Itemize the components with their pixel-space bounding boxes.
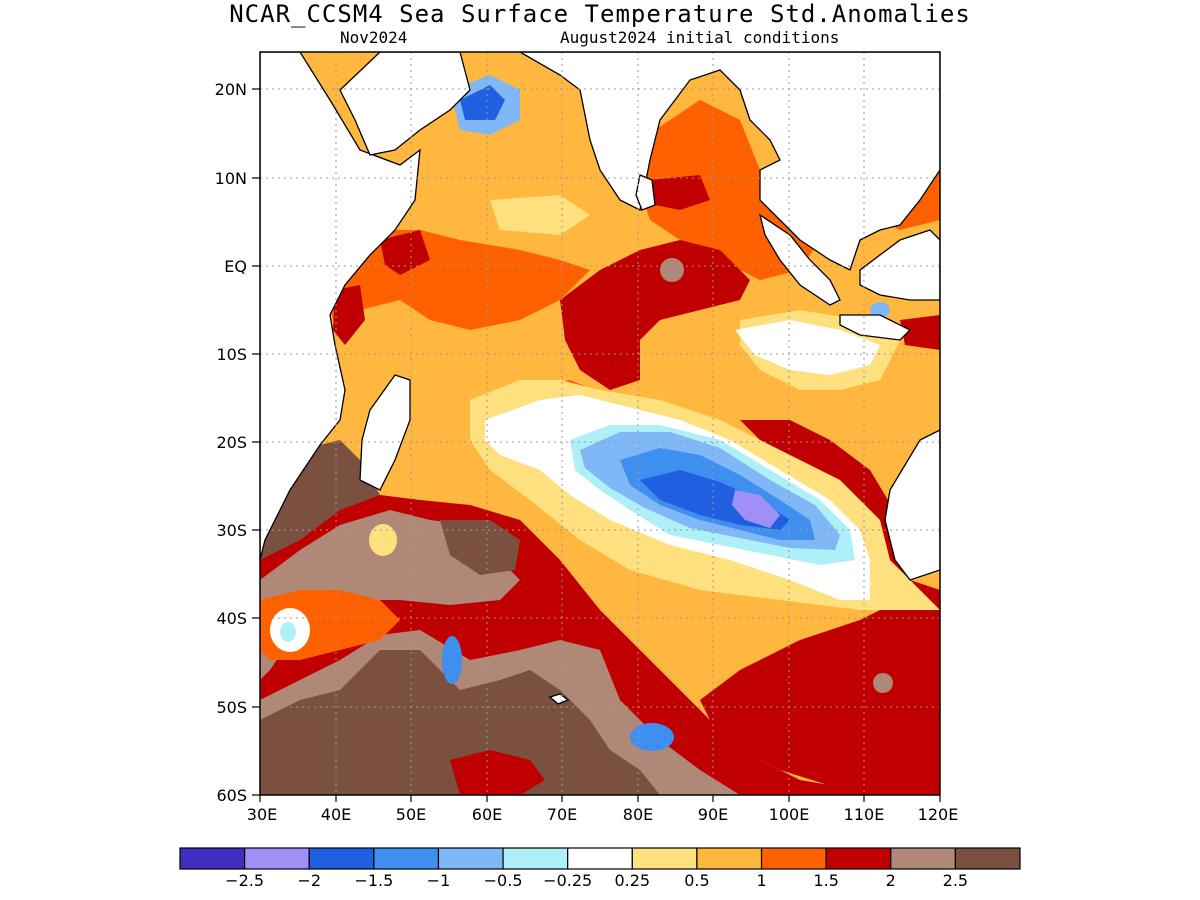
colorbar-swatch: [825, 847, 892, 870]
lon-label: 80E: [623, 805, 653, 824]
java-coast: [839, 314, 912, 341]
plot-frame: [259, 51, 941, 796]
anomaly-red-bay: [650, 175, 710, 210]
lon-label: 60E: [472, 805, 502, 824]
sri-lanka-coast: [635, 174, 656, 211]
lon-label: 50E: [396, 805, 426, 824]
anomaly-white-sumatra: [735, 320, 880, 375]
anomaly-darkblue-arabian: [460, 85, 505, 120]
lat-label: 10N: [215, 169, 247, 188]
colorbar: [179, 847, 1021, 870]
anomaly-red-java: [900, 315, 940, 350]
colorbar-swatch: [244, 847, 310, 870]
anomaly-brown-dot: [873, 673, 893, 693]
colorbar-swatch: [502, 847, 569, 870]
colorbar-tick-label: −1.5: [354, 871, 393, 890]
lat-label: 50S: [216, 698, 247, 717]
lat-label: 60S: [216, 786, 247, 805]
lat-label: 20N: [215, 80, 247, 99]
borneo-coast: [859, 229, 940, 301]
anomaly-brown-eq: [660, 258, 684, 282]
colorbar-swatch: [760, 847, 827, 870]
anomaly-brown-35s: [440, 520, 520, 575]
axis-ticks: [252, 88, 941, 802]
lat-label: 30S: [216, 521, 247, 540]
south-asia-coast: [518, 52, 940, 271]
colorbar-tick-label: −0.25: [543, 871, 592, 890]
anomaly-blue-45s: [442, 636, 462, 684]
colorbar-tick-label: 0.25: [614, 871, 650, 890]
colorbar-swatch: [179, 847, 246, 870]
anomaly-red-somalia: [380, 230, 430, 275]
arabia-coast: [339, 52, 471, 156]
anomaly-red-patch-60s: [450, 750, 545, 795]
lat-label: EQ: [224, 257, 247, 276]
anomaly-brown-south: [260, 650, 660, 795]
initial-conditions: August2024 initial conditions: [560, 28, 840, 47]
anomaly-purple-core: [732, 490, 780, 528]
colorbar-swatch: [631, 847, 698, 870]
colorbar-swatch: [567, 847, 633, 870]
lon-label: 100E: [769, 805, 810, 824]
lon-label: 40E: [321, 805, 351, 824]
colorbar-tick-label: 2: [886, 871, 896, 890]
colorbar-tick-label: 2.5: [943, 871, 968, 890]
australia-coast: [884, 429, 940, 581]
lat-label: 20S: [216, 433, 247, 452]
colorbar-tick-label: 1: [756, 871, 766, 890]
colorbar-tick-label: −2.5: [225, 871, 264, 890]
madagascar-coast: [359, 374, 411, 491]
colorbar-swatch: [954, 847, 1021, 870]
lon-label: 90E: [698, 805, 728, 824]
colorbar-swatch: [308, 847, 375, 870]
anomaly-yellow-33s: [369, 524, 397, 556]
lon-label: 70E: [547, 805, 577, 824]
lat-label: 10S: [216, 345, 247, 364]
anomaly-red-kenya: [333, 285, 365, 345]
colorbar-swatch: [890, 847, 956, 870]
plot-area: [260, 52, 940, 795]
forecast-month: Nov2024: [340, 28, 408, 47]
lon-label: 30E: [247, 805, 277, 824]
kerguelen-coast: [548, 693, 570, 705]
latitude-labels: 20N 10N EQ 10S 20S 30S 40S 50S 60S: [215, 80, 247, 805]
lon-label: 120E: [918, 805, 959, 824]
coastlines: [260, 52, 940, 705]
anomaly-blue-55s: [630, 723, 674, 751]
colorbar-tick-label: 0.5: [684, 871, 709, 890]
anomaly-lightyellow-arabian: [490, 195, 590, 235]
map-title: NCAR_CCSM4 Sea Surface Temperature Std.A…: [229, 0, 971, 28]
lon-label: 110E: [844, 805, 885, 824]
lat-label: 40S: [216, 609, 247, 628]
anomaly-blue-java: [870, 302, 890, 318]
colorbar-swatch: [437, 847, 504, 870]
colorbar-tick-label: −2: [297, 871, 321, 890]
sumatra-coast: [758, 213, 841, 306]
colorbar-tick-label: −1: [427, 871, 451, 890]
colorbar-labels: −2.5 −2 −1.5 −1 −0.5 −0.25 0.25 0.5 1 1.5 2 2.5: [225, 871, 968, 890]
graticule: [260, 52, 940, 795]
longitude-labels: 30E 40E 50E 60E 70E 80E 90E 100E 110E 12…: [247, 805, 959, 824]
colorbar-swatch: [373, 847, 440, 870]
colorbar-tick-label: 1.5: [813, 871, 838, 890]
colorbar-tick-label: −0.5: [484, 871, 523, 890]
anomaly-red-equatorial: [560, 240, 750, 390]
anomaly-cyan-40s: [280, 622, 296, 642]
colorbar-swatch: [696, 847, 763, 870]
africa-coast: [260, 52, 421, 561]
